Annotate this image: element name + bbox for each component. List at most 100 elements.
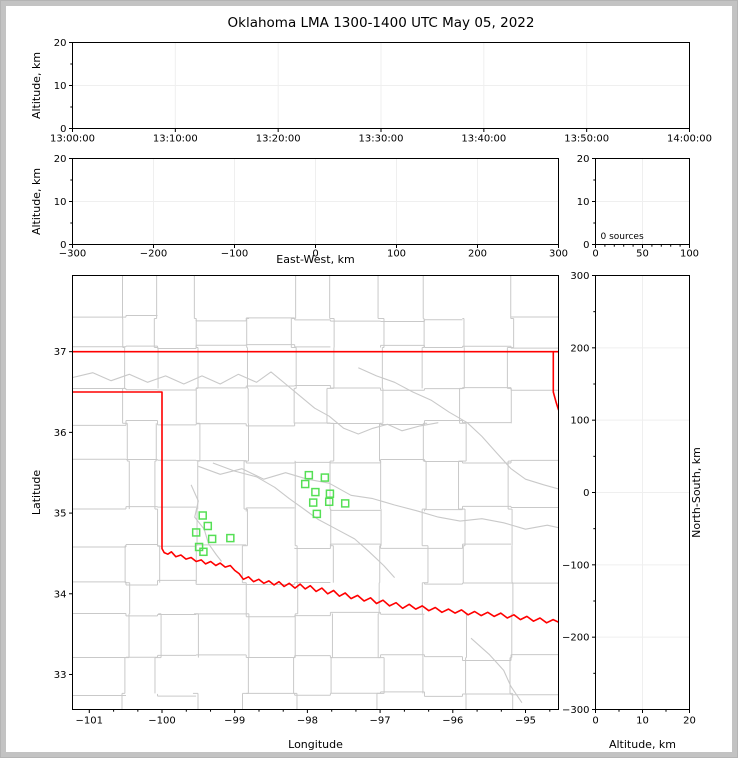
state-border-panhandle-and-red-river: [73, 391, 558, 624]
y-tick-label: 10: [54, 197, 67, 208]
x-tick-label: 13:40:00: [461, 134, 506, 145]
x-axis-ticks: 13:00:00 13:10:00 13:20:00 13:30:00 13:40:00…: [50, 128, 712, 145]
state-borders: [73, 350, 558, 624]
gridlines: [595, 275, 690, 710]
county-boundaries: [73, 276, 558, 709]
station-marker: [304, 470, 314, 480]
y-tick-label: 200: [570, 343, 589, 354]
x-tick-label: 50: [636, 249, 649, 260]
station-marker: [198, 511, 207, 520]
station-marker: [324, 497, 334, 507]
x-tick-label: 0: [592, 249, 598, 260]
x-tick-label: −200: [140, 249, 167, 260]
y-tick-label: 37: [54, 347, 67, 358]
x-tick-label: −100: [148, 716, 175, 727]
y-tick-label: 10: [54, 81, 67, 92]
x-tick-label: 0: [592, 716, 598, 727]
x-tick-label: 0: [312, 249, 318, 260]
x-tick-label: −100: [221, 249, 248, 260]
map-art: [73, 276, 558, 709]
y-axis-ticks: 0 10 20: [577, 154, 596, 251]
x-tick-label: 13:20:00: [256, 134, 301, 145]
gridlines: [72, 42, 690, 129]
panel-border: [72, 275, 559, 710]
state-border-missouri-arkansas-edge: [552, 350, 558, 411]
y-tick-label: 100: [570, 416, 589, 427]
station-marker: [203, 521, 213, 531]
y-tick-label: 35: [54, 509, 67, 520]
panel-altitude-histogram: 0 50 100 0 10 20: [577, 154, 699, 260]
panel-northsouth-altitude: 0 10 20 300 200 100 0 −100 −200 −300: [562, 271, 696, 727]
station-marker: [312, 509, 322, 519]
station-marker: [207, 534, 217, 544]
y-tick-label: −200: [562, 633, 589, 644]
station-marker: [300, 479, 310, 489]
figure-title: Oklahoma LMA 1300-1400 UTC May 05, 2022: [228, 15, 535, 31]
map-ylabel: Latitude: [30, 470, 43, 516]
northsouth-panel-ylabel: North-South, km: [690, 447, 703, 538]
x-axis-ticks: 0 50 100: [592, 244, 699, 260]
eastwest-panel-xlabel: East-West, km: [276, 253, 354, 266]
x-tick-label: 13:50:00: [564, 134, 609, 145]
station-marker: [320, 473, 330, 482]
gridlines: [595, 158, 690, 245]
y-tick-label: 10: [577, 197, 590, 208]
source-count-annotation: 0 sources: [601, 232, 644, 242]
northsouth-panel-xlabel: Altitude, km: [609, 738, 676, 751]
x-tick-label: 13:00:00: [50, 134, 95, 145]
top-panel-ylabel: Altitude, km: [30, 52, 43, 119]
x-tick-label: 20: [683, 716, 696, 727]
x-tick-label: −300: [59, 249, 86, 260]
y-tick-label: 36: [54, 428, 67, 439]
panel-time-altitude: 13:00:00 13:10:00 13:20:00 13:30:00 13:40:00…: [50, 38, 712, 145]
panel-map: −101 −100 −99 −98 −97 −96 −95 33 34 35 36 37: [54, 275, 559, 727]
station-marker: [325, 489, 335, 498]
rivers: [73, 367, 558, 704]
station-marker: [226, 533, 235, 543]
x-tick-label: −96: [442, 716, 463, 727]
y-tick-label: 0: [60, 124, 66, 135]
x-tick-label: 13:10:00: [153, 134, 198, 145]
y-axis-ticks: 33 34 35 36 37: [54, 347, 73, 681]
map-xlabel: Longitude: [288, 738, 343, 751]
x-tick-label: 200: [468, 249, 487, 260]
y-tick-label: 34: [54, 589, 67, 600]
y-tick-label: −300: [562, 705, 589, 716]
y-tick-label: 0: [583, 488, 589, 499]
x-tick-label: −99: [224, 716, 245, 727]
y-axis-ticks: 0 10 20: [54, 38, 73, 135]
x-tick-label: 100: [387, 249, 406, 260]
eastwest-panel-ylabel: Altitude, km: [30, 168, 43, 235]
station-marker: [340, 499, 350, 508]
y-tick-label: 0: [60, 240, 66, 251]
x-tick-label: −98: [297, 716, 318, 727]
x-tick-label: 10: [636, 716, 649, 727]
y-tick-label: 20: [577, 154, 590, 165]
y-tick-label: 300: [570, 271, 589, 282]
y-tick-label: 20: [54, 38, 67, 49]
x-axis-ticks: −101 −100 −99 −98 −97 −96 −95: [76, 709, 551, 727]
station-marker: [191, 528, 201, 537]
panel-eastwest-altitude: −300 −200 −100 0 100 200 300 0 10 20: [54, 154, 568, 260]
gridlines: [72, 158, 559, 245]
station-marker: [308, 498, 318, 507]
y-axis-ticks: 0 10 20: [54, 154, 73, 251]
y-axis-ticks: 300 200 100 0 −100 −200 −300: [562, 271, 596, 716]
x-axis-ticks: 0 10 20: [592, 709, 696, 727]
x-tick-label: 14:00:00: [667, 134, 712, 145]
y-tick-label: 20: [54, 154, 67, 165]
panels-root: 13:00:00 13:10:00 13:20:00 13:30:00 13:40:00…: [50, 38, 712, 727]
x-tick-label: 100: [680, 249, 699, 260]
y-tick-label: 0: [583, 240, 589, 251]
x-tick-label: −97: [370, 716, 391, 727]
x-axis-ticks: −300 −200 −100 0 100 200 300: [59, 244, 568, 260]
station-marker: [194, 542, 204, 552]
y-tick-label: 33: [54, 670, 67, 681]
station-markers: [191, 470, 350, 557]
x-tick-label: 300: [549, 249, 568, 260]
x-tick-label: −95: [515, 716, 536, 727]
